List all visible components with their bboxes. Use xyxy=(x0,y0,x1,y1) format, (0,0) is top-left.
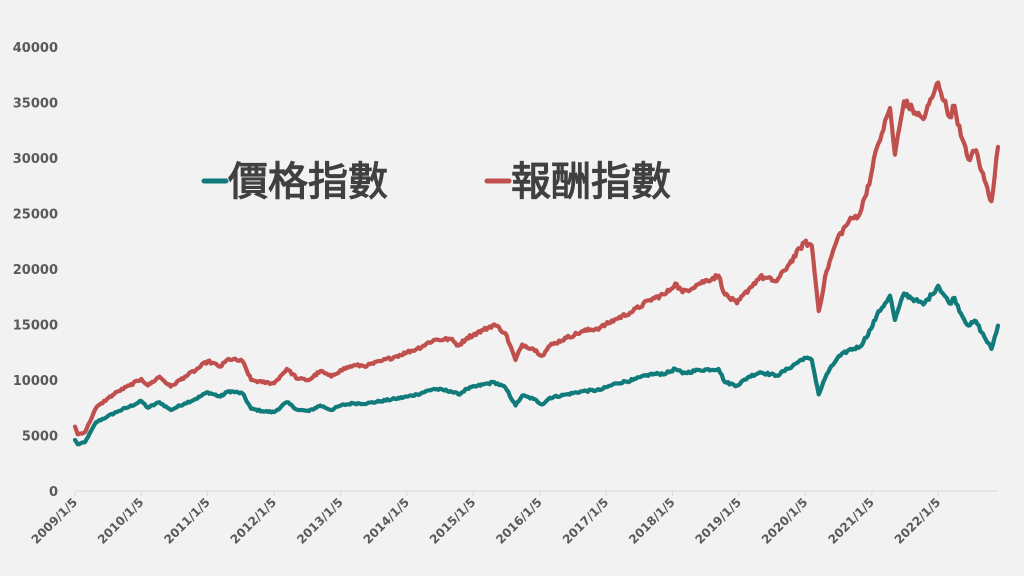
x-tick-label: 2021/1/5 xyxy=(825,495,877,547)
y-tick-label: 35000 xyxy=(13,97,58,112)
x-tick-label: 2011/1/5 xyxy=(161,495,213,547)
legend-label-return-index: 報酬指數 xyxy=(511,159,671,205)
x-tick-label: 2010/1/5 xyxy=(95,495,147,547)
y-tick-label: 25000 xyxy=(13,208,58,223)
x-tick-label: 2009/1/5 xyxy=(29,495,81,547)
y-tick-label: 40000 xyxy=(13,41,58,56)
x-tick-label: 2012/1/5 xyxy=(228,495,280,547)
y-axis: 0 5000 10000 15000 20000 25000 30000 35000 40000 xyxy=(13,41,58,500)
x-tick-label: 2016/1/5 xyxy=(493,495,545,547)
series-layer xyxy=(72,80,1001,447)
y-tick-label: 10000 xyxy=(13,374,58,389)
x-tick-label: 2015/1/5 xyxy=(427,495,479,547)
y-tick-label: 20000 xyxy=(13,263,58,278)
legend-label-price-index: 價格指數 xyxy=(227,159,388,205)
x-tick-label: 2017/1/5 xyxy=(560,495,612,547)
price-index-line xyxy=(72,283,1001,447)
y-tick-label: 5000 xyxy=(22,430,58,445)
y-tick-label: 15000 xyxy=(13,319,58,334)
x-tick-label: 2014/1/5 xyxy=(361,495,413,547)
x-axis: 2009/1/5 2010/1/5 2011/1/5 2012/1/5 2013/1/5… xyxy=(29,490,998,547)
x-tick-label: 2022/1/5 xyxy=(892,495,944,547)
x-tick-label: 2018/1/5 xyxy=(626,495,678,547)
return-index-line xyxy=(72,80,1001,437)
legend: 價格指數 報酬指數 xyxy=(201,159,671,205)
x-tick-label: 2020/1/5 xyxy=(759,495,811,547)
y-tick-label: 0 xyxy=(49,485,58,500)
x-tick-label: 2013/1/5 xyxy=(294,495,346,547)
y-tick-label: 30000 xyxy=(13,152,58,167)
x-tick-label: 2019/1/5 xyxy=(693,495,745,547)
